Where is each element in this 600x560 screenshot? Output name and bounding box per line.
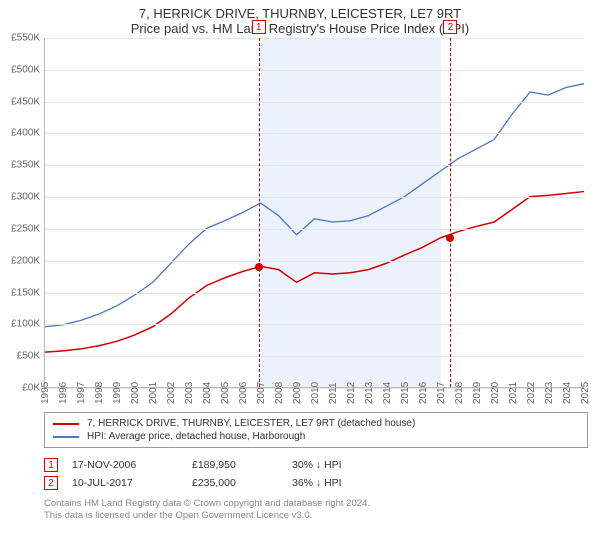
legend-item: 7, HERRICK DRIVE, THURNBY, LEICESTER, LE… xyxy=(53,417,579,430)
sale-badge: 2 xyxy=(44,476,58,490)
sale-date: 10-JUL-2017 xyxy=(72,477,192,489)
legend: 7, HERRICK DRIVE, THURNBY, LEICESTER, LE… xyxy=(44,412,588,448)
x-tick-label: 2007 xyxy=(256,382,267,404)
x-tick-label: 2024 xyxy=(562,382,573,404)
gridline xyxy=(45,229,584,230)
legend-swatch xyxy=(53,436,79,438)
sale-marker: 2 xyxy=(443,20,457,34)
gridline xyxy=(45,165,584,166)
x-tick-label: 2023 xyxy=(544,382,555,404)
x-tick-label: 1999 xyxy=(112,382,123,404)
chart-container: 7, HERRICK DRIVE, THURNBY, LEICESTER, LE… xyxy=(0,0,600,560)
sale-price: £235,000 xyxy=(192,477,292,489)
chart-area: £0K £50K £100K £150K £200K £250K £300K £350K £40… xyxy=(0,38,600,408)
y-tick-label: £400K xyxy=(11,128,40,139)
sale-vline xyxy=(259,38,260,387)
y-axis: £0K£50K£100K£150K£200K£250K£300K£350K£40… xyxy=(0,38,44,388)
x-tick-label: 2005 xyxy=(220,382,231,404)
sale-delta: 30% ↓ HPI xyxy=(292,459,402,471)
sale-dot xyxy=(446,234,454,242)
legend-item: HPI: Average price, detached house, Harb… xyxy=(53,430,579,443)
gridline xyxy=(45,197,584,198)
gridline xyxy=(45,70,584,71)
x-tick-label: 2011 xyxy=(328,382,339,404)
y-tick-label: £100K xyxy=(11,319,40,330)
y-tick-label: £50K xyxy=(17,351,40,362)
x-tick-label: 1998 xyxy=(94,382,105,404)
y-tick-label: £350K xyxy=(11,160,40,171)
y-tick-label: £250K xyxy=(11,223,40,234)
y-tick-label: £300K xyxy=(11,192,40,203)
chart-subtitle: Price paid vs. HM Land Registry's House … xyxy=(0,21,600,36)
plot-area: 12 xyxy=(44,38,584,388)
sale-badge: 1 xyxy=(44,458,58,472)
x-tick-label: 2003 xyxy=(184,382,195,404)
sale-date: 17-NOV-2006 xyxy=(72,459,192,471)
x-axis: 1995199619971998199920002001200220032004… xyxy=(44,388,584,408)
sale-dot xyxy=(255,263,263,271)
sale-marker: 1 xyxy=(252,20,266,34)
x-tick-label: 2004 xyxy=(202,382,213,404)
x-tick-label: 2013 xyxy=(364,382,375,404)
footnote-line: This data is licensed under the Open Gov… xyxy=(44,510,588,522)
y-tick-label: £500K xyxy=(11,64,40,75)
sale-delta: 36% ↓ HPI xyxy=(292,477,402,489)
footnote: Contains HM Land Registry data © Crown c… xyxy=(44,498,588,522)
gridline xyxy=(45,324,584,325)
sale-row: 1 17-NOV-2006£189,95030% ↓ HPI xyxy=(44,456,588,474)
sale-row: 2 10-JUL-2017£235,00036% ↓ HPI xyxy=(44,474,588,492)
legend-swatch xyxy=(53,423,79,425)
x-tick-label: 2009 xyxy=(292,382,303,404)
y-tick-label: £550K xyxy=(11,33,40,44)
gridline xyxy=(45,356,584,357)
x-tick-label: 2010 xyxy=(310,382,321,404)
x-tick-label: 1997 xyxy=(76,382,87,404)
x-tick-label: 2019 xyxy=(472,382,483,404)
x-tick-label: 2001 xyxy=(148,382,159,404)
y-tick-label: £150K xyxy=(11,287,40,298)
series-line-hpi xyxy=(45,84,584,327)
x-tick-label: 2016 xyxy=(418,382,429,404)
sale-vline xyxy=(450,38,451,387)
gridline xyxy=(45,38,584,39)
x-tick-label: 2025 xyxy=(580,382,591,404)
gridline xyxy=(45,102,584,103)
y-tick-label: £200K xyxy=(11,255,40,266)
gridline xyxy=(45,293,584,294)
sale-price: £189,950 xyxy=(192,459,292,471)
x-tick-label: 2008 xyxy=(274,382,285,404)
x-tick-label: 2002 xyxy=(166,382,177,404)
x-tick-label: 2021 xyxy=(508,382,519,404)
legend-label: 7, HERRICK DRIVE, THURNBY, LEICESTER, LE… xyxy=(87,418,415,429)
y-tick-label: £450K xyxy=(11,96,40,107)
x-tick-label: 1996 xyxy=(58,382,69,404)
x-tick-label: 2006 xyxy=(238,382,249,404)
footnote-line: Contains HM Land Registry data © Crown c… xyxy=(44,498,588,510)
series-line-price_paid xyxy=(45,192,584,353)
sales-table: 1 17-NOV-2006£189,95030% ↓ HPI 2 10-JUL-201… xyxy=(44,456,588,492)
gridline xyxy=(45,261,584,262)
legend-label: HPI: Average price, detached house, Harb… xyxy=(87,431,305,442)
x-tick-label: 2018 xyxy=(454,382,465,404)
x-tick-label: 2020 xyxy=(490,382,501,404)
gridline xyxy=(45,133,584,134)
y-tick-label: £0K xyxy=(22,383,40,394)
x-tick-label: 1995 xyxy=(40,382,51,404)
x-tick-label: 2015 xyxy=(400,382,411,404)
x-tick-label: 2014 xyxy=(382,382,393,404)
x-tick-label: 2022 xyxy=(526,382,537,404)
x-tick-label: 2012 xyxy=(346,382,357,404)
x-tick-label: 2017 xyxy=(436,382,447,404)
title-block: 7, HERRICK DRIVE, THURNBY, LEICESTER, LE… xyxy=(0,0,600,38)
line-layer xyxy=(45,38,584,387)
x-tick-label: 2000 xyxy=(130,382,141,404)
chart-title: 7, HERRICK DRIVE, THURNBY, LEICESTER, LE… xyxy=(0,6,600,21)
